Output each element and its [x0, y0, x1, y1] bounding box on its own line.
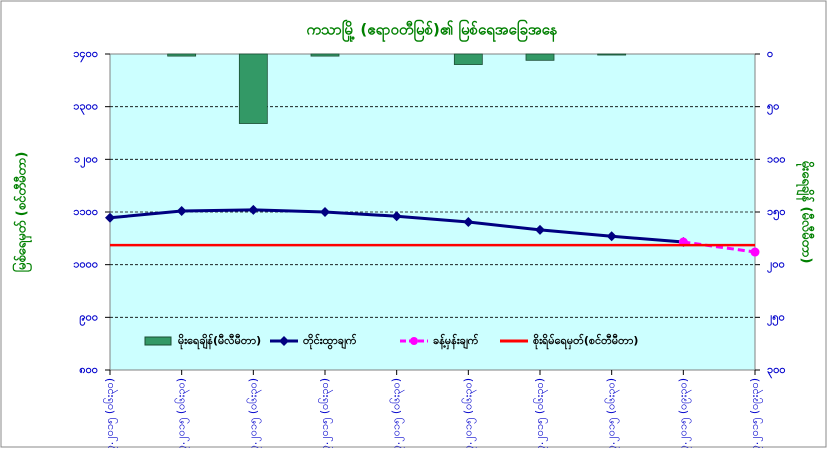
y2-tick-label: ၃၀၀	[767, 363, 786, 379]
bar	[597, 53, 627, 56]
x-tick-label: ၅.၇.၂၀၁၅ (၀၆း၃၀)	[103, 378, 118, 448]
legend-marker	[410, 337, 418, 345]
y-axis-label: မြစ်ရေမှတ် (စင်တီမီတာ)	[12, 152, 33, 273]
marker	[391, 211, 402, 222]
bar	[453, 53, 483, 65]
legend-label: ခန့်မှန်းချက်	[433, 333, 479, 350]
y2-axis-label: မိုးရေချိန် (မီလီမီတာ)	[796, 161, 816, 264]
y2-tick-label: ၁၅၀	[767, 205, 786, 221]
legend-label: စိုးရိမ်ရေမှတ်(စင်တီမီတာ)	[533, 333, 638, 350]
x-tick-label: ၈.၇.၂၀၁၅ (၀၆း၃၀)	[318, 378, 333, 448]
y-tick-label: ၁၀၀၀	[73, 258, 98, 271]
y2-tick-label: ၅၀	[767, 100, 779, 116]
marker	[535, 224, 545, 235]
x-tick-label: ၁၀.၇.၂၀၁၅ (၀၆း၃၀)	[461, 378, 476, 448]
marker	[176, 205, 187, 216]
x-tick-label: ၁၄.၇.၂၀၁၅ (၀၉း၃၀)	[748, 378, 763, 448]
x-tick-label: ၆.၇.၂၀၁၅ (၀၆း၃၀)	[175, 378, 190, 448]
x-tick-label: ၁၂.၇.၂၀၁၅ (၀၆း၃၀)	[605, 378, 620, 448]
marker	[248, 204, 259, 215]
y2-tick-label: ၂၀၀	[767, 258, 785, 274]
y2-tick-label: ၂၅၀	[767, 310, 785, 326]
marker	[606, 231, 617, 242]
legend-marker	[279, 336, 289, 346]
y-tick-label: ၁၂၀၀	[74, 152, 98, 168]
marker	[105, 212, 115, 223]
y-tick-label: ၈၀၀	[79, 363, 98, 376]
marker	[463, 217, 474, 228]
x-tick-label: ၁၁.၇.၂၀၁၅ (၀၆း၃၀)	[533, 378, 548, 448]
line	[683, 240, 756, 254]
bar	[167, 53, 197, 57]
x-tick-label: ၉.၇.၂၀၁၅ (၀၆း၃၀)	[390, 378, 405, 448]
legend-swatch	[144, 336, 172, 346]
legend-label: မိုးရေချိန်(မီလီမီတာ)	[178, 333, 261, 350]
y-tick-label: ၉၀၀	[79, 310, 98, 326]
x-tick-label: ၁၃.၇.၂၀၁၅ (၀၉း၃၀)	[676, 378, 691, 448]
marker	[750, 247, 760, 257]
bar	[238, 53, 268, 124]
marker	[320, 207, 330, 217]
legend-label: တိုင်းထွာချက်	[303, 333, 357, 350]
x-tick-label: ၇.၇.၂၀၁၅ (၀၆း၃၀)	[246, 378, 261, 448]
y-tick-label: ၁၄၀၀	[73, 47, 98, 63]
y-tick-label: ၁၃၀၀	[73, 100, 98, 116]
y2-tick-label: ၀	[767, 47, 773, 60]
bar	[525, 53, 555, 61]
bar	[310, 53, 340, 57]
y-tick-label: ၁၁၀၀	[73, 205, 98, 218]
y2-tick-label: ၁၀၀	[767, 152, 786, 165]
